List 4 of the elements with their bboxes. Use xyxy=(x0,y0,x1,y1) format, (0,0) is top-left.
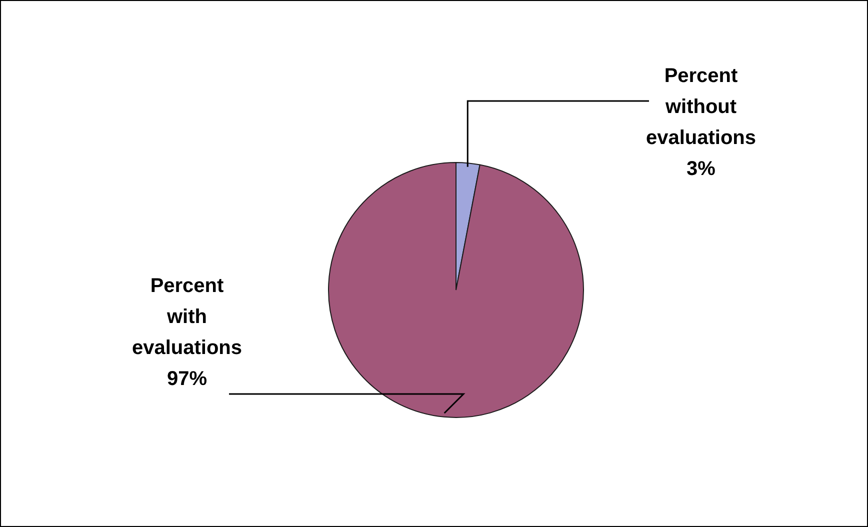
slice-label: Percent with evaluations xyxy=(132,275,242,360)
slice-label: Percent without evaluations xyxy=(646,65,756,150)
data-label: 3% xyxy=(686,158,716,180)
data-label: 97% xyxy=(166,368,208,390)
